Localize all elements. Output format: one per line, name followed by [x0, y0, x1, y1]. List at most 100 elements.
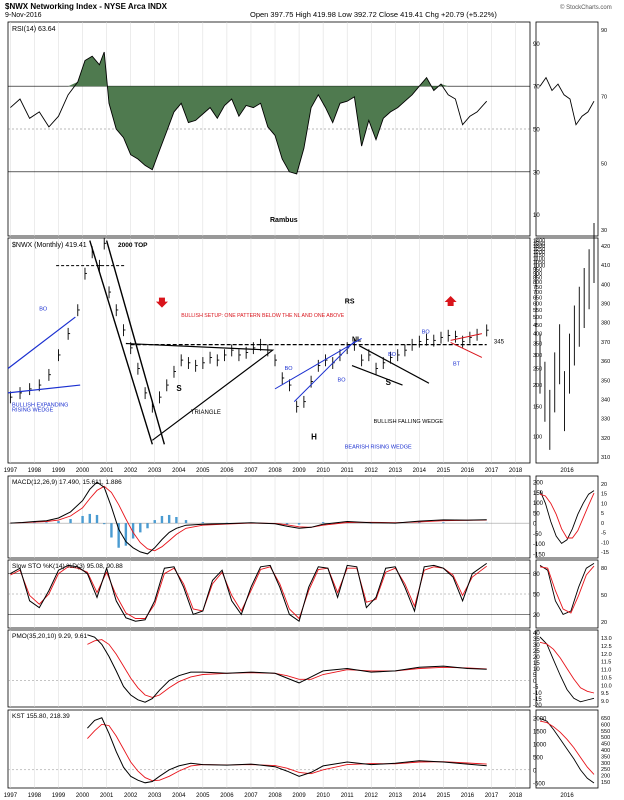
macd-histogram-bar [103, 523, 106, 525]
price-tick-label: 400 [533, 332, 542, 338]
price-x-label: 2003 [148, 468, 162, 474]
price-x-label: 2015 [437, 468, 451, 474]
bottom-x-label: 2015 [437, 793, 451, 799]
pmo-tick-label: -15 [533, 697, 542, 703]
rising-wedge-upper [274, 337, 362, 390]
bottom-x-label: 2017 [485, 793, 499, 799]
stoch-side-tick: 50 [601, 593, 607, 599]
price-side-tick: 410 [601, 263, 610, 269]
watermark: © StockCharts.com [560, 4, 612, 11]
bottom-x-label: 2010 [316, 793, 330, 799]
pmo-signal-line [87, 639, 487, 698]
pmo-tick-label: 5 [533, 673, 537, 679]
kst-tick-label: 0 [533, 768, 537, 774]
falling-wedge-upper [351, 365, 403, 386]
price-x-label: 2012 [365, 468, 379, 474]
arrow-up [444, 296, 457, 307]
macd-histogram-bar [285, 523, 289, 525]
label-triangle: TRIANGLE [191, 410, 221, 416]
pmo-side-tick: 12.0 [601, 652, 612, 658]
bottom-x-label: 2018 [509, 793, 523, 799]
price-title: $NWX (Monthly) 419.41 [12, 242, 87, 249]
rsi-line [10, 51, 488, 175]
rambus-watermark: Rambus [270, 217, 298, 224]
side-stoch-k [539, 563, 595, 615]
price-x-label: 2011 [341, 468, 355, 474]
stoch-title: Slow STO %K(14) %D(3) 95.08, 90.88 [12, 563, 123, 570]
rsi-overbought-fill [68, 51, 449, 174]
pmo-tick-label: -10 [533, 691, 542, 697]
macd-histogram-bar [57, 521, 60, 524]
macd-histogram-bar [69, 519, 72, 524]
pmo-tick-label: 35 [533, 637, 540, 643]
side-pmo-line [539, 636, 595, 703]
bottom-x-label: 1999 [52, 793, 66, 799]
price-tick-label: 850 [533, 276, 542, 282]
label-bearish-wedge: BEARISH RISING WEDGE [345, 445, 412, 451]
price-side-tick: 390 [601, 302, 610, 308]
price-tick-label: 350 [533, 342, 542, 348]
price-tick-label: 600 [533, 302, 542, 308]
macd-histogram-bar [110, 523, 113, 538]
price-side-tick: 350 [601, 378, 610, 384]
price-side-tick: 340 [601, 397, 610, 403]
price-tick-label: 1350 [533, 241, 545, 247]
label-h: H [311, 433, 317, 442]
bottom-x-label: 2013 [389, 793, 403, 799]
side-rsi-line [539, 76, 595, 126]
macd-tick-label: -150 [533, 552, 546, 558]
price-tick-label: 750 [533, 285, 542, 291]
kst-side-tick: 200 [601, 774, 610, 780]
macd-histogram-bar [88, 513, 91, 524]
price-side-tick: 400 [601, 282, 610, 288]
arrow-down [155, 297, 168, 308]
price-tick-label: 1300 [533, 244, 545, 250]
pmo-side-tick: 10.5 [601, 675, 612, 681]
price-side-tick: 380 [601, 321, 610, 327]
macd-tick-label: 200 [533, 481, 544, 487]
kst-side-tick: 300 [601, 761, 610, 767]
label-falling-wedge: BULLISH FALLING WEDGE [374, 419, 444, 425]
macd-side-tick: 15 [601, 492, 607, 498]
price-side-tick: 320 [601, 436, 610, 442]
pmo-tick-label: 40 [533, 631, 540, 637]
ohlc-readout: Open 397.75 High 419.98 Low 392.72 Close… [250, 10, 497, 19]
price-x-label: 2008 [268, 468, 282, 474]
kst-side-tick: 600 [601, 722, 610, 728]
side-frame-stoch [535, 559, 599, 629]
price-x-label: 2007 [244, 468, 258, 474]
macd-signal-line [10, 485, 487, 552]
stoch-side-tick: 80 [601, 566, 607, 572]
price-tick-label: 250 [533, 366, 542, 372]
macd-histogram-bar [297, 523, 301, 525]
price-tick-label: 650 [533, 296, 542, 302]
price-tick-label: 100 [533, 435, 542, 441]
macd-histogram-bar [175, 517, 178, 524]
pmo-tick-label: 0 [533, 679, 537, 685]
pmo-tick-label: 10 [533, 667, 540, 673]
side-pmo-signal [539, 641, 595, 694]
pmo-tick-label: 20 [533, 655, 540, 661]
macd-side-tick: -15 [601, 550, 609, 556]
macd-side-tick: -5 [601, 531, 606, 537]
kst-line [87, 717, 487, 784]
pmo-side-tick: 13.0 [601, 636, 612, 642]
symbol-title: $NWX Networking Index - NYSE Arca INDX [5, 2, 168, 11]
price-x-label: 2009 [292, 468, 306, 474]
price-x-label: 2010 [316, 468, 330, 474]
pmo-side-tick: 9.5 [601, 691, 609, 697]
price-tick-label: 1100 [533, 257, 545, 263]
wedge-lower [7, 384, 81, 394]
trendline-right [105, 240, 166, 445]
pmo-tick-label: -5 [533, 685, 539, 691]
macd-histogram-bar [442, 522, 445, 524]
label-expanding-1: BULLISH EXPANDING [12, 402, 68, 408]
label-bo-2014: BO [422, 330, 431, 336]
kst-side-tick: 150 [601, 780, 610, 786]
label-bullish-setup: BULLISH SETUP: ONE PATTERN BELOW THE NL … [181, 313, 345, 319]
stoch-side-tick: 20 [601, 620, 607, 626]
bottom-x-label: 2008 [268, 793, 282, 799]
pmo-side-tick: 11.0 [601, 668, 611, 674]
kst-tick-label: 1500 [533, 729, 547, 735]
pmo-tick-label: 30 [533, 643, 540, 649]
